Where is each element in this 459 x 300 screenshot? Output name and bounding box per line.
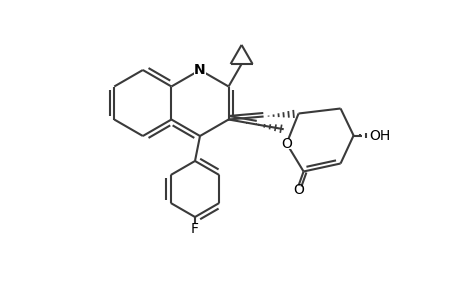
Text: OH: OH: [368, 128, 389, 142]
Text: N: N: [194, 63, 205, 77]
FancyBboxPatch shape: [280, 139, 292, 148]
Text: O: O: [280, 136, 291, 151]
FancyBboxPatch shape: [370, 130, 388, 141]
FancyBboxPatch shape: [190, 224, 200, 234]
Text: F: F: [190, 222, 199, 236]
Text: O: O: [292, 182, 303, 197]
FancyBboxPatch shape: [194, 65, 206, 75]
